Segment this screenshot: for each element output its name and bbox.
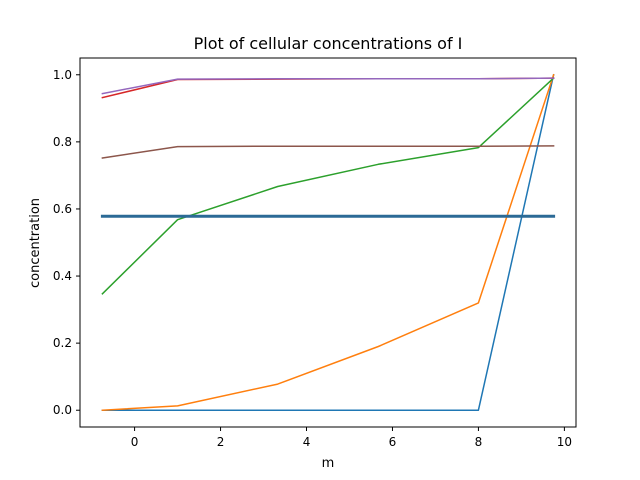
y-tick-label: 0.0 bbox=[53, 403, 72, 417]
x-axis-label: m bbox=[322, 456, 335, 471]
y-tick-label: 0.8 bbox=[53, 135, 72, 149]
y-tick-label: 1.0 bbox=[53, 68, 72, 82]
plot-area bbox=[100, 73, 556, 411]
series-line-1 bbox=[101, 73, 555, 411]
chart-title: Plot of cellular concentrations of I bbox=[194, 34, 463, 53]
x-tick-label: 10 bbox=[557, 435, 572, 449]
x-tick-label: 6 bbox=[389, 435, 397, 449]
y-axis: 0.0 0.2 0.4 0.6 0.8 1.0 bbox=[53, 68, 80, 417]
plot-frame bbox=[79, 57, 577, 428]
x-tick-label: 2 bbox=[217, 435, 225, 449]
y-tick-label: 0.4 bbox=[53, 269, 72, 283]
series-line-3 bbox=[101, 77, 555, 295]
y-tick-label: 0.6 bbox=[53, 202, 72, 216]
y-tick-label: 0.2 bbox=[53, 336, 72, 350]
x-tick-label: 0 bbox=[131, 435, 139, 449]
x-axis: 0 2 4 6 8 10 bbox=[131, 427, 572, 449]
y-axis-label: concentration bbox=[28, 198, 43, 288]
series-line-5 bbox=[101, 77, 555, 95]
series-line-2 bbox=[101, 73, 555, 411]
x-tick-label: 8 bbox=[475, 435, 483, 449]
x-tick-label: 4 bbox=[303, 435, 311, 449]
series-line-6 bbox=[101, 145, 555, 159]
